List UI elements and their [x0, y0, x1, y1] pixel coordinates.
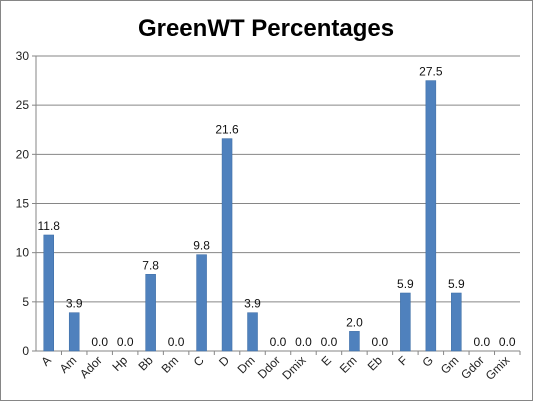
data-label: 27.5: [419, 65, 443, 79]
bar-Bb: [145, 274, 156, 352]
gridlines: [36, 55, 520, 303]
bar-Em: [349, 331, 360, 352]
x-tick-label: C: [191, 353, 207, 369]
bar-Gm: [451, 292, 462, 352]
y-tick-label: 20: [16, 147, 30, 161]
data-label: 0.0: [117, 335, 134, 349]
y-tick-label: 15: [16, 197, 30, 211]
x-tick-label: Gmix: [483, 353, 513, 383]
y-axis-ticks: 0 5 10 15 20 25 30: [16, 49, 30, 358]
x-tick-label: Gdor: [458, 353, 487, 382]
bar-D: [221, 138, 233, 352]
data-label: 9.8: [193, 239, 210, 253]
axes: [32, 55, 521, 355]
x-tick-label: D: [216, 353, 232, 369]
bar-Am: [68, 312, 80, 352]
y-tick-label: 30: [16, 49, 30, 63]
x-tick-label: Eb: [365, 353, 386, 374]
bar-Dm: [247, 312, 258, 352]
x-tick-label: Ador: [77, 353, 105, 381]
data-labels: 11.8 3.9 0.0 0.0 7.8 0.0 9.8 21.6 3.9 0.0 0.0 0.0 2.…: [38, 65, 516, 349]
x-tick-label: Bm: [159, 353, 182, 376]
data-label: 3.9: [244, 297, 261, 311]
x-tick-label: Am: [57, 353, 80, 376]
y-tick-label: 25: [16, 98, 30, 112]
data-label: 0.0: [473, 335, 490, 349]
x-tick-label: Dmix: [279, 353, 308, 382]
data-label: 0.0: [321, 335, 338, 349]
chart-title: GreenWT Percentages: [138, 15, 394, 42]
x-tick-label: Dm: [235, 353, 258, 376]
data-label: 0.0: [270, 335, 287, 349]
data-label: 0.0: [295, 335, 312, 349]
x-tick-label: Hp: [110, 353, 131, 374]
y-tick-label: 0: [22, 344, 29, 358]
data-label: 21.6: [215, 123, 239, 137]
data-label: 2.0: [346, 315, 363, 329]
y-tick-label: 10: [16, 246, 30, 260]
data-label: 0.0: [168, 335, 185, 349]
x-tick-label: Em: [337, 353, 360, 376]
data-label: 7.8: [142, 258, 159, 272]
data-label: 0.0: [91, 335, 108, 349]
data-label: 5.9: [448, 277, 465, 291]
data-label: 3.9: [66, 297, 83, 311]
bar-G: [425, 80, 437, 352]
data-label: 11.8: [38, 219, 61, 233]
x-tick-label: Gm: [438, 353, 462, 377]
x-tick-label: F: [395, 353, 410, 368]
x-tick-label: A: [38, 353, 54, 369]
x-tick-label: Bb: [135, 353, 156, 374]
x-tick-label: Ddor: [255, 353, 283, 381]
data-label: 0.0: [499, 335, 516, 349]
x-tick-label: E: [319, 353, 335, 369]
bar-A: [43, 234, 54, 352]
bar-C: [196, 254, 207, 352]
bar-F: [400, 292, 411, 352]
data-label: 0.0: [372, 335, 389, 349]
bars: [43, 80, 462, 352]
x-tick-label: G: [419, 353, 436, 370]
y-tick-label: 5: [22, 295, 29, 309]
data-label: 5.9: [397, 277, 414, 291]
